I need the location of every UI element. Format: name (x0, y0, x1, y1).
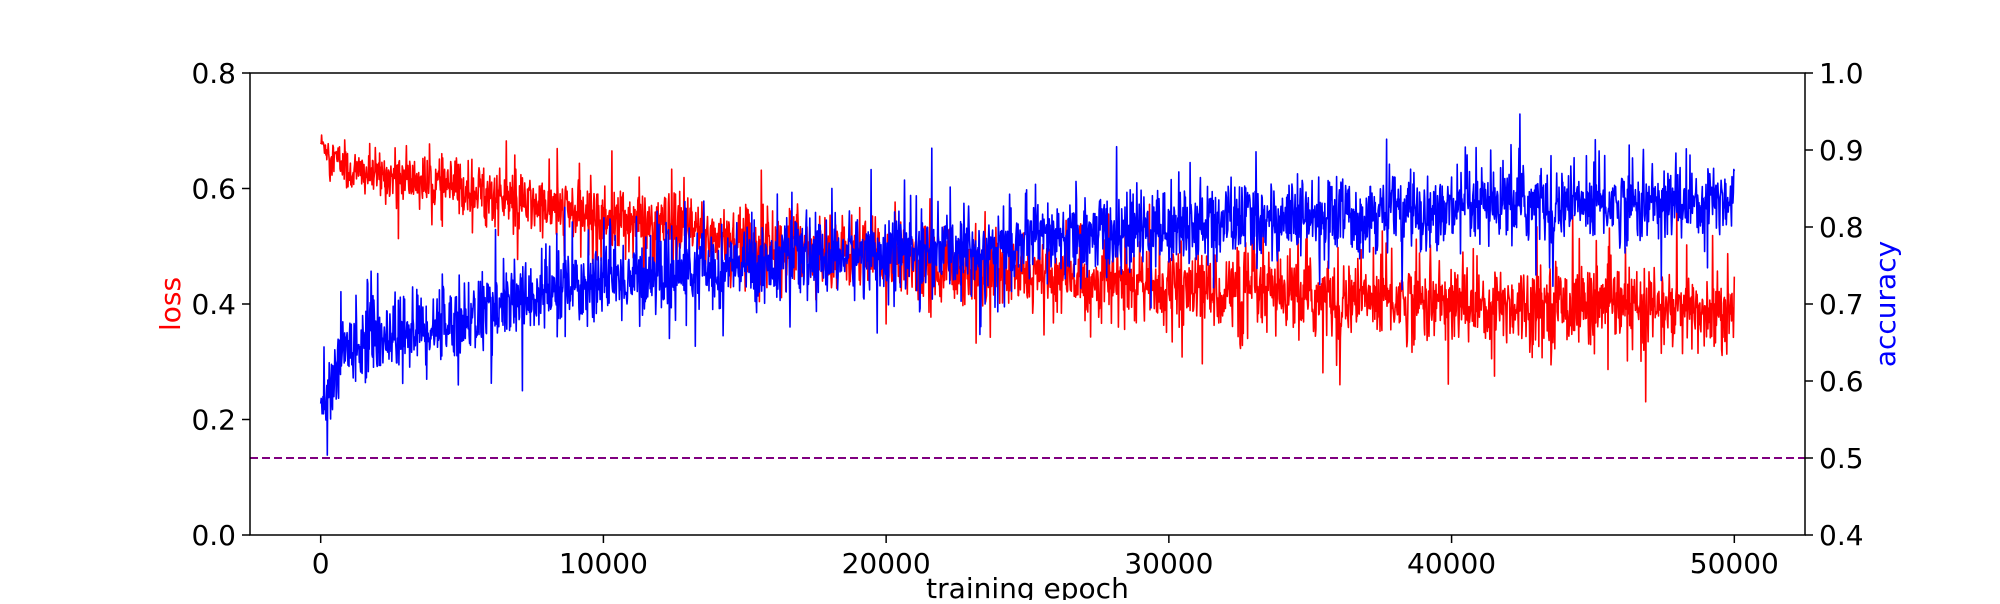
x-tick-label: 40000 (1407, 547, 1496, 580)
x-tick-label: 20000 (842, 547, 931, 580)
right-tick-label: 0.6 (1819, 365, 1864, 398)
plot-content (250, 113, 1805, 459)
x-tick-label: 50000 (1690, 547, 1779, 580)
x-tick-label: 0 (312, 547, 330, 580)
right-tick-label: 0.8 (1819, 211, 1864, 244)
left-tick-label: 0.4 (191, 288, 236, 321)
x-tick-label: 10000 (559, 547, 648, 580)
left-tick-label: 0.0 (191, 519, 236, 552)
right-tick-label: 0.9 (1819, 134, 1864, 167)
right-tick-label: 1.0 (1819, 57, 1864, 90)
left-tick-label: 0.2 (191, 404, 236, 437)
left-axis-label: loss (154, 277, 187, 331)
right-tick-label: 0.7 (1819, 288, 1864, 321)
right-tick-label: 0.4 (1819, 519, 1864, 552)
left-tick-label: 0.8 (191, 57, 236, 90)
x-axis-label: training epoch (926, 572, 1129, 600)
right-tick-label: 0.5 (1819, 442, 1864, 475)
x-tick-label: 30000 (1124, 547, 1213, 580)
right-axis-label: accuracy (1869, 241, 1902, 367)
axes-layer: 0 10000 20000 30000 40000 50000 0.0 0.2 0.4 0.6 0.… (191, 57, 1863, 580)
series-line-accuracy (319, 113, 1736, 456)
left-tick-label: 0.6 (191, 173, 236, 206)
